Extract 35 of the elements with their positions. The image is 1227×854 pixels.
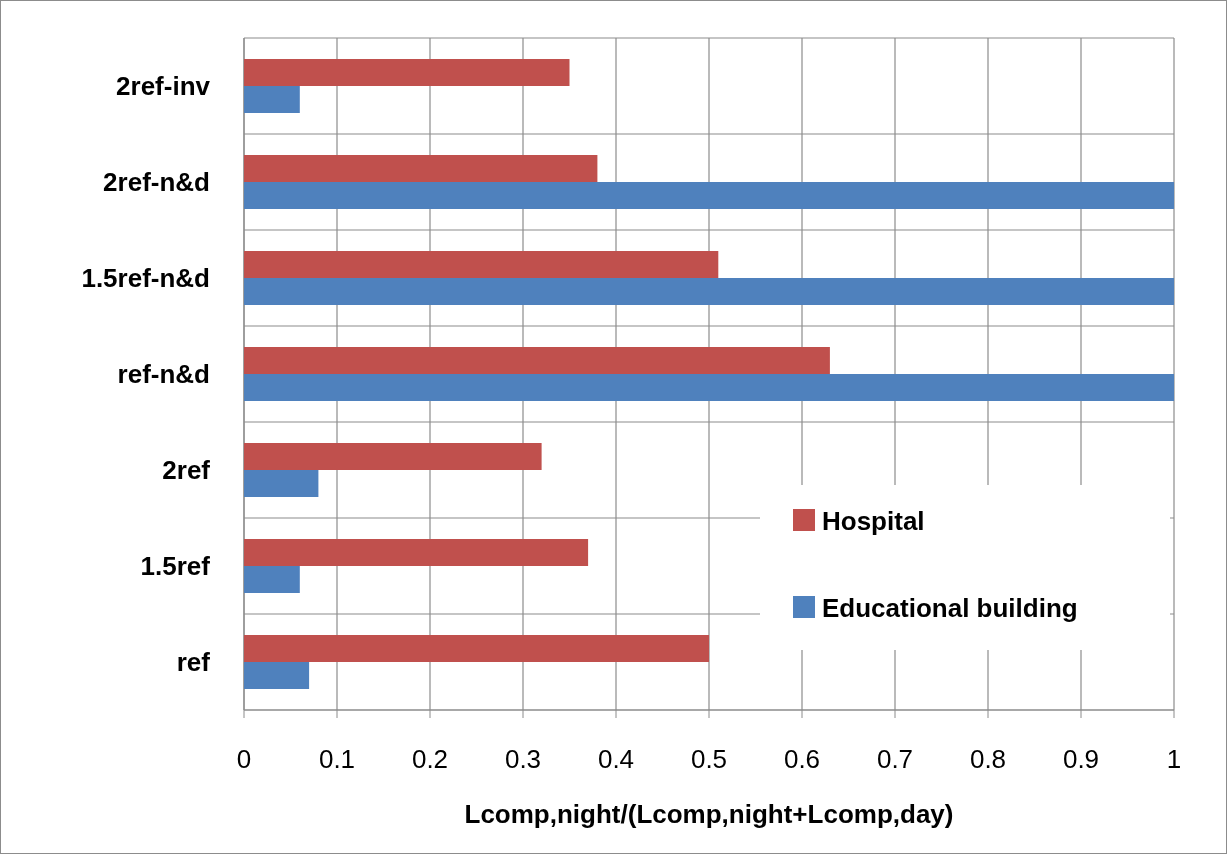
x-axis-title: Lcomp,night/(Lcomp,night+Lcomp,day)	[464, 799, 954, 829]
x-tick-label: 0.6	[783, 744, 821, 774]
y-tick-label: 1.5ref	[140, 551, 211, 581]
x-tick-label: 0.7	[876, 744, 914, 774]
bar	[244, 347, 830, 374]
bar	[244, 86, 300, 113]
bar	[244, 539, 589, 566]
bar	[244, 251, 719, 278]
x-tick-label: 0.4	[597, 744, 635, 774]
bar	[244, 635, 709, 662]
y-tick-label: 2ref	[162, 455, 211, 485]
bar	[244, 566, 300, 593]
x-tick-label: 0.9	[1062, 744, 1100, 774]
y-tick-label: 2ref-inv	[116, 71, 211, 101]
x-tick-label: 0.8	[969, 744, 1007, 774]
y-tick-label: 2ref-n&d	[103, 167, 210, 197]
y-tick-label: 1.5ref-n&d	[81, 263, 210, 293]
y-tick-label: ref-n&d	[117, 359, 210, 389]
bar	[244, 278, 1174, 305]
bar	[244, 182, 1174, 209]
x-tick-label: 0.2	[411, 744, 449, 774]
legend-label: Educational building	[822, 593, 1078, 623]
y-tick-label: ref	[176, 647, 211, 677]
x-tick-label: 0	[236, 744, 252, 774]
x-tick-label: 1	[1166, 744, 1182, 774]
x-tick-label: 0.5	[690, 744, 728, 774]
x-tick-label: 0.3	[504, 744, 542, 774]
bar	[244, 443, 542, 470]
bar	[244, 662, 310, 689]
legend-label: Hospital	[822, 506, 925, 536]
bar	[244, 59, 570, 86]
bar	[244, 374, 1174, 401]
bar	[244, 470, 319, 497]
x-tick-label: 0.1	[318, 744, 356, 774]
bar	[244, 155, 598, 182]
